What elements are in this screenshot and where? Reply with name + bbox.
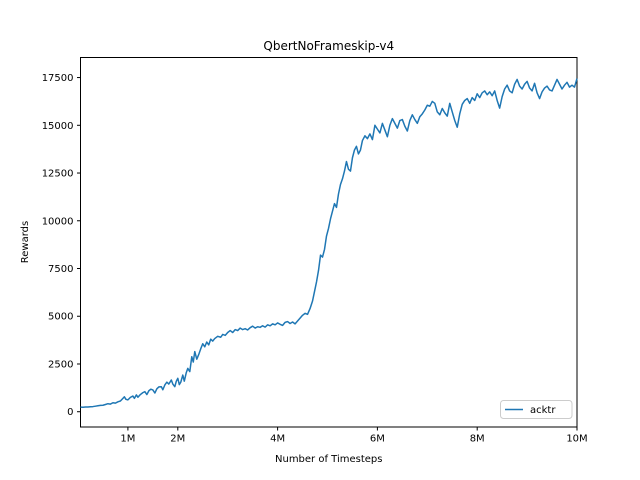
y-tick-label: 12500 [42, 169, 74, 180]
x-tick-label: 10M [566, 434, 587, 445]
y-tick-label: 7500 [48, 264, 73, 275]
legend-entry-label: acktr [530, 405, 556, 416]
x-tick-label: 8M [470, 434, 485, 445]
series-layer [80, 78, 578, 408]
ticks-layer: 1M 2M 4M 6M 8M 10M 0 2500 5000 7500 10000 12500 1500… [42, 73, 588, 444]
y-tick-label: 15000 [42, 121, 74, 132]
y-tick-label: 10000 [42, 216, 74, 227]
x-tick-label: 4M [270, 434, 285, 445]
chart-title: QbertNoFrameskip-v4 [263, 39, 394, 53]
y-tick-label: 5000 [48, 312, 73, 323]
x-tick-label: 1M [120, 434, 135, 445]
x-tick-label: 2M [170, 434, 185, 445]
x-tick-label: 6M [370, 434, 385, 445]
x-axis-title: Number of Timesteps [275, 454, 382, 465]
series-line-acktr [80, 78, 578, 408]
y-tick-label: 0 [67, 407, 73, 418]
y-tick-label: 2500 [48, 359, 73, 370]
y-axis-title: Rewards [20, 221, 31, 263]
plot-border [80, 57, 578, 428]
legend: acktr [500, 400, 573, 419]
y-tick-label: 17500 [42, 73, 74, 84]
legend-box [500, 400, 573, 419]
